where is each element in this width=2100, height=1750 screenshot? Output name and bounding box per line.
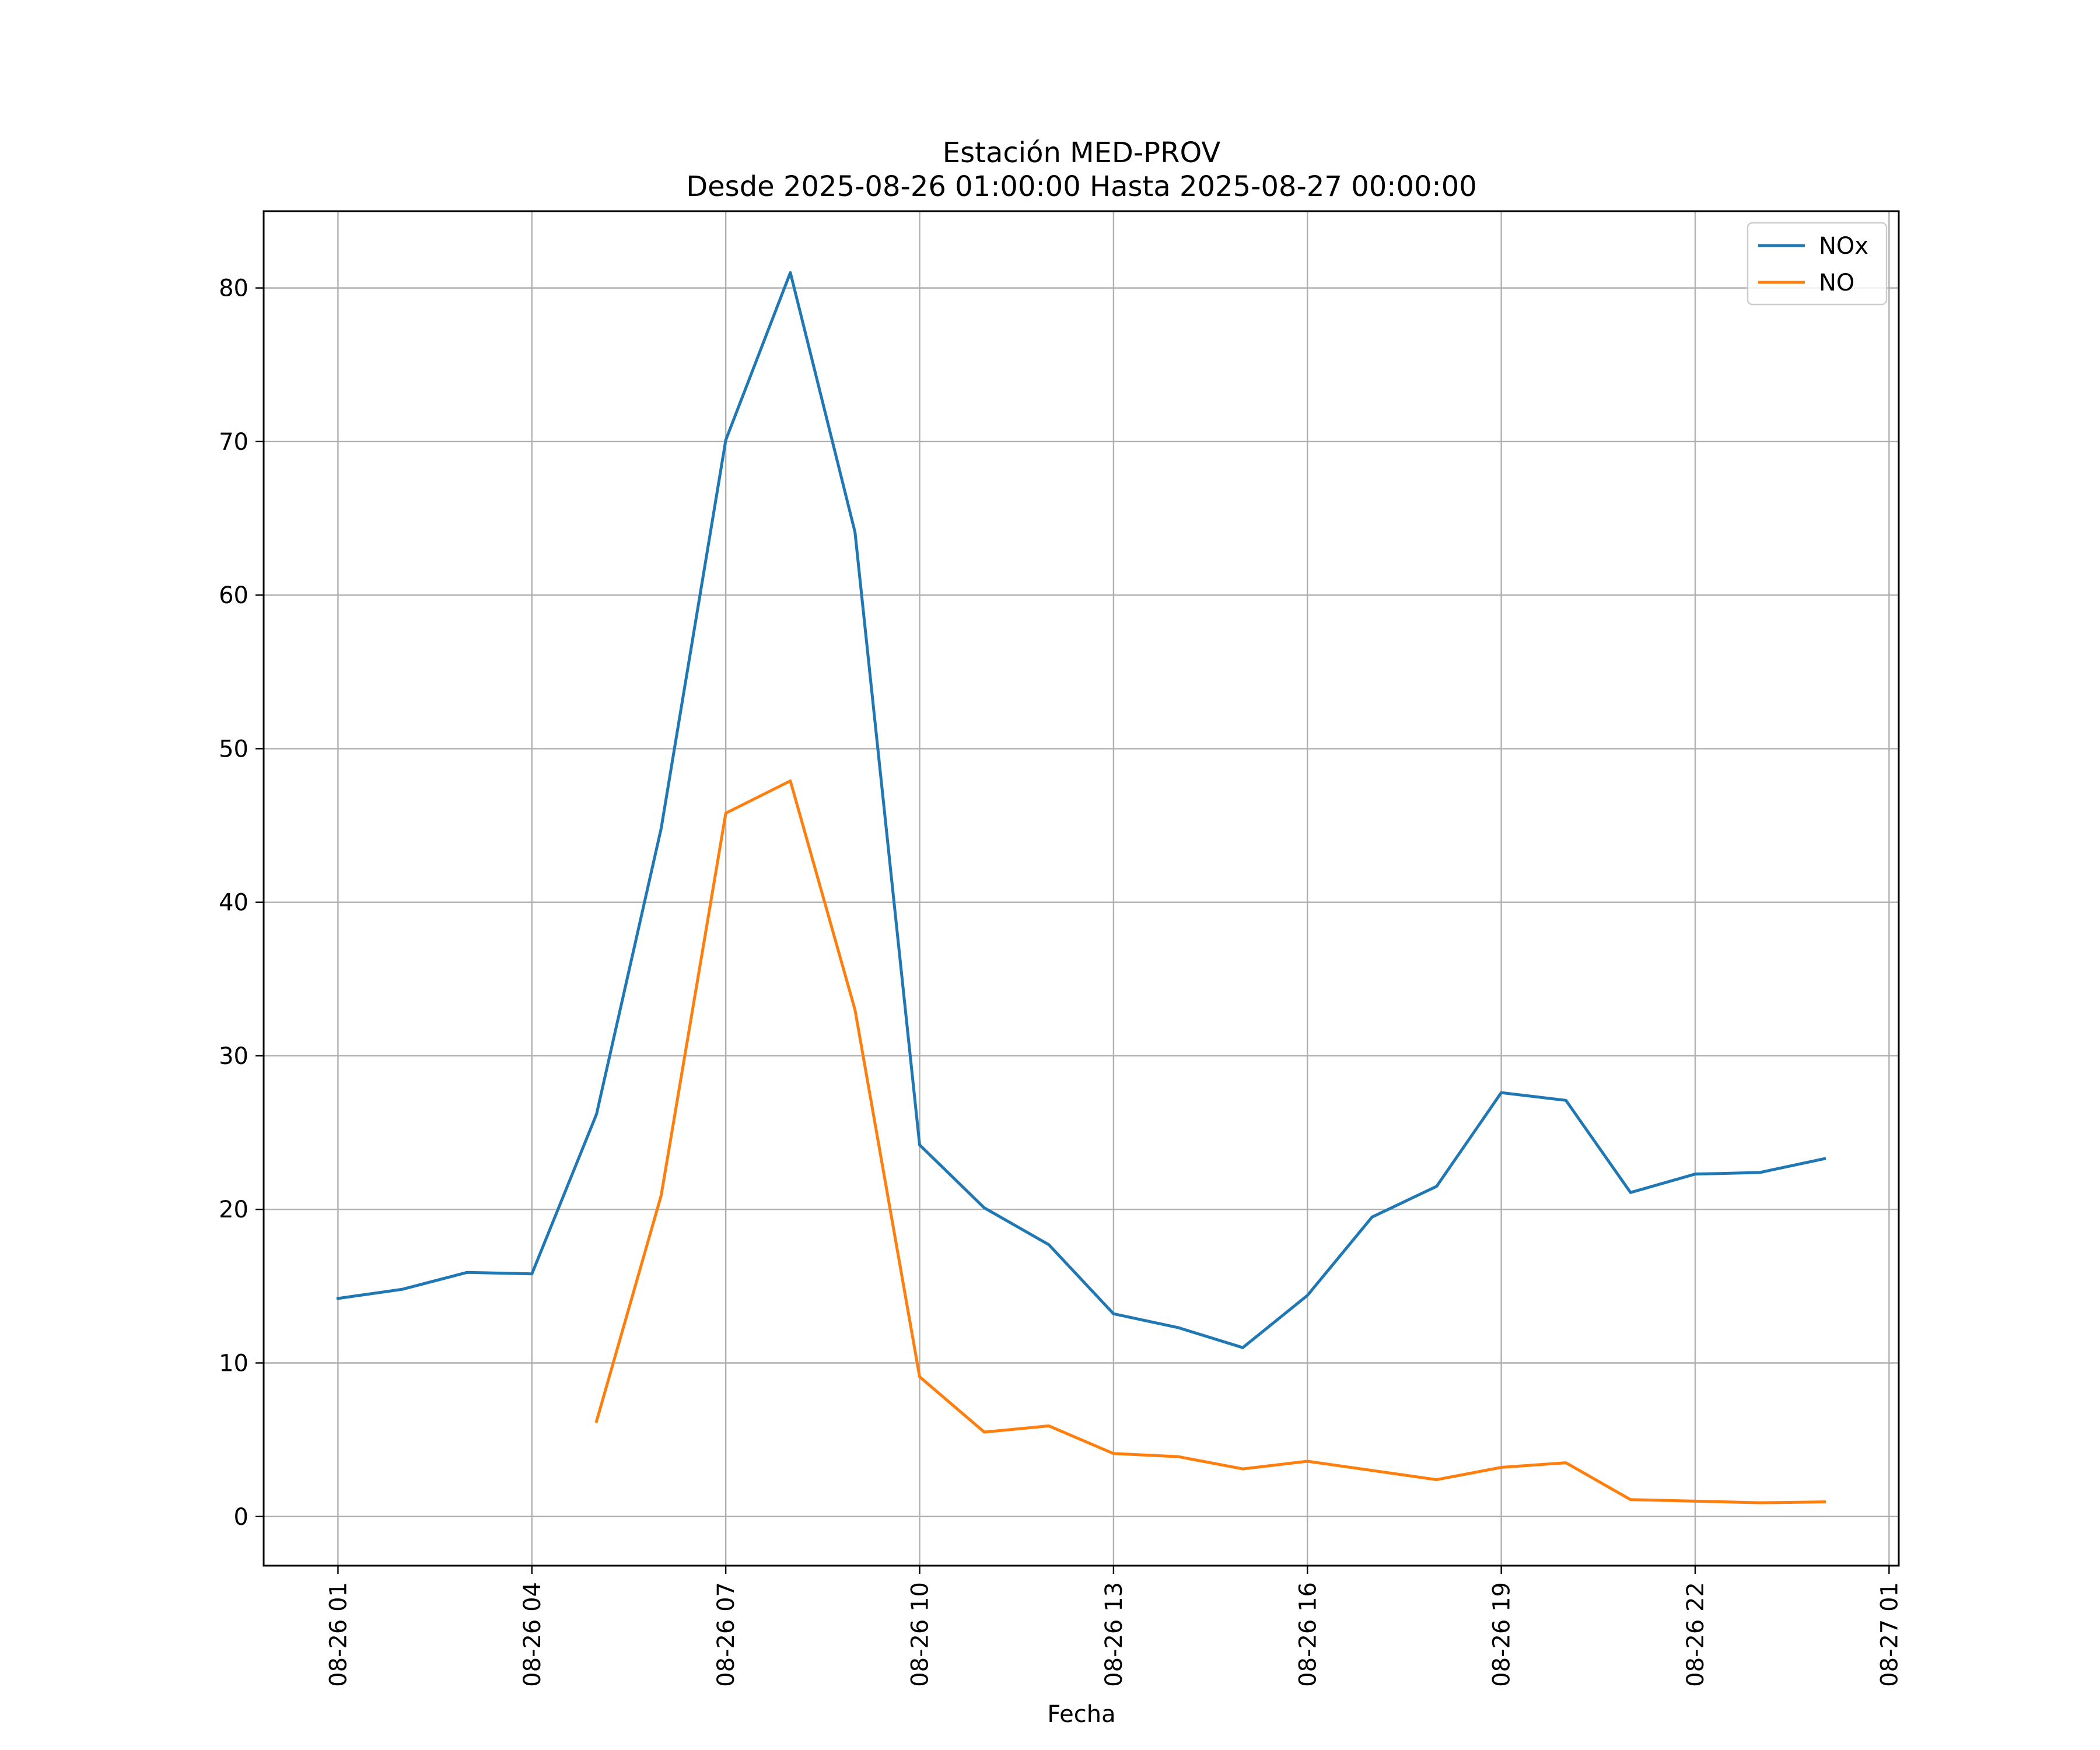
y-tick-label: 70 [219, 429, 249, 456]
y-tick-label: 60 [219, 582, 249, 609]
legend-label: NO [1819, 270, 1854, 296]
y-tick-label: 50 [219, 736, 249, 762]
x-tick-label: 08-26 16 [1294, 1582, 1321, 1687]
x-tick-label: 08-26 13 [1101, 1582, 1128, 1687]
chart-subtitle: Desde 2025-08-26 01:00:00 Hasta 2025-08-… [686, 170, 1477, 203]
y-tick-label: 10 [219, 1350, 249, 1377]
series-line-nox [336, 271, 1826, 1349]
y-tick-label: 80 [219, 275, 249, 302]
x-tick-label: 08-26 01 [325, 1582, 352, 1687]
x-tick-label: 08-26 19 [1489, 1582, 1516, 1687]
series-lines [336, 271, 1826, 1504]
legend-label: NOx [1819, 233, 1868, 260]
series-line-no [594, 779, 1826, 1504]
x-axis-label: Fecha [1047, 1701, 1115, 1728]
x-tick-label: 08-26 04 [519, 1582, 546, 1687]
ticks: 08-26 01 08-26 04 08-26 07 08-26 10 08-26 13… [219, 275, 1903, 1687]
y-tick-label: 40 [219, 890, 249, 916]
plot-frame [262, 210, 1900, 1567]
y-tick-label: 30 [219, 1043, 249, 1070]
y-tick-label: 0 [234, 1504, 249, 1531]
x-tick-label: 08-26 07 [713, 1582, 740, 1687]
legend-frame [1746, 222, 1888, 306]
x-tick-label: 08-26 22 [1682, 1582, 1709, 1687]
y-tick-label: 20 [219, 1196, 249, 1223]
legend: NOx NO [1746, 222, 1888, 306]
chart-title: Estación MED-PROV [943, 136, 1221, 169]
x-tick-label: 08-27 01 [1876, 1582, 1903, 1687]
x-tick-label: 08-26 10 [907, 1582, 934, 1687]
